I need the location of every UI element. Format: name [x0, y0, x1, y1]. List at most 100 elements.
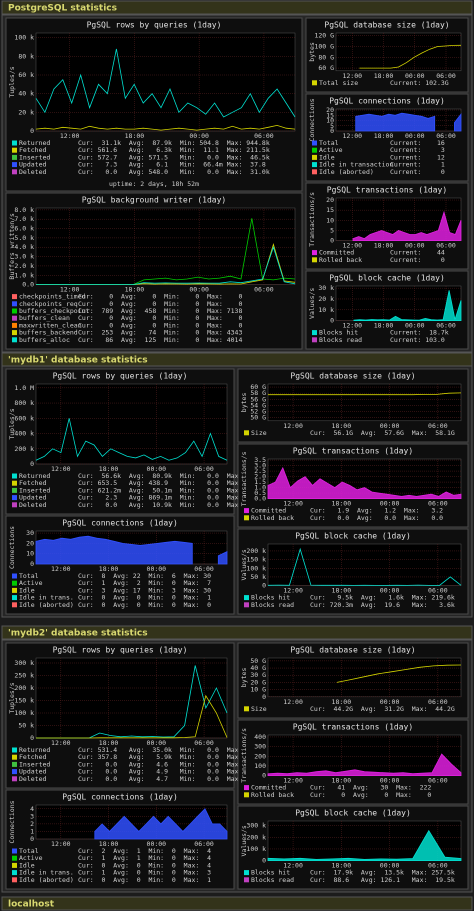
x-tick-label: 00:00	[405, 132, 425, 140]
series-line	[336, 664, 462, 683]
legend-name: Rolled back	[251, 791, 294, 799]
legend-stats: Cur: 8 Avg: 22 Min: 6 Max: 30	[78, 572, 211, 580]
y-tick-label: 250 k	[14, 672, 34, 680]
legend-swatch	[12, 580, 17, 586]
legend-name: Active	[319, 146, 343, 154]
section-header-bar	[1, 896, 473, 911]
y-tick-label: 52 G	[250, 408, 266, 416]
legend-name: checkpoints_timed	[19, 293, 86, 301]
plot-area	[267, 383, 462, 422]
legend-swatch	[244, 792, 249, 798]
panel	[305, 93, 469, 182]
legend-name: Deleted	[19, 775, 46, 783]
legend-name: Fetched	[19, 146, 46, 154]
legend-stats: Cur: 531.4 Avg: 35.0k Min: 0.0 Max: 289.…	[78, 746, 270, 754]
legend-stats: Current: 103.0	[390, 336, 445, 344]
legend-swatch	[244, 508, 249, 514]
plot-area	[35, 207, 296, 285]
y-tick-label: 2.5	[254, 467, 266, 475]
legend-stats: Cur: 0 Avg: 0 Min: 0 Max: 0	[78, 314, 242, 322]
x-tick-label: 18:00	[99, 565, 119, 573]
y-tick-label: 0	[330, 127, 334, 135]
y-axis-label: Buffers written/s	[8, 213, 16, 280]
series-area	[355, 112, 462, 132]
x-tick-label: 00:00	[405, 322, 425, 330]
panel-title: PgSQL rows by queries (1day)	[53, 646, 188, 655]
series-area	[267, 466, 462, 499]
x-tick-label: 12:00	[283, 422, 303, 430]
legend-stats: Cur: 1 Avg: 0 Min: 0 Max: 3	[78, 869, 211, 877]
x-tick-label: 18:00	[332, 500, 352, 508]
legend-stats: Cur: 0.0 Avg: 4.6 Min: 0.0 Max: 1.6k	[78, 760, 270, 768]
series-area	[35, 535, 228, 565]
y-tick-label: 5.0 k	[14, 234, 34, 242]
y-tick-label: 50 G	[250, 657, 266, 665]
y-tick-label: 200 k	[14, 684, 34, 692]
legend-name: Active	[19, 854, 43, 862]
x-tick-label: 00:00	[380, 862, 400, 870]
legend-swatch	[12, 308, 17, 314]
y-tick-label: 0	[262, 582, 266, 590]
legend-name: Committed	[319, 249, 354, 257]
y-axis-label: bytes	[240, 668, 248, 688]
legend-stats: Cur: 41 Avg: 30 Max: 222	[310, 784, 431, 792]
y-tick-label: 20	[326, 196, 334, 204]
y-tick-label: 400 k	[14, 430, 34, 438]
y-tick-label: 0	[330, 317, 334, 325]
legend-swatch	[244, 430, 249, 436]
legend-swatch	[12, 573, 17, 579]
legend-swatch	[12, 877, 17, 883]
legend-name: Idle in transaction	[319, 161, 393, 169]
x-tick-label: 06:00	[428, 777, 448, 785]
y-tick-label: 0	[330, 237, 334, 245]
panel-title: PgSQL rows by queries (1day)	[53, 372, 188, 381]
legend-name: Returned	[19, 472, 50, 480]
legend-name: Updated	[19, 494, 46, 502]
y-tick-label: 2	[30, 820, 34, 828]
legend-stats: Cur: 0.0 Avg: 0.0 Max: 0.0	[310, 514, 443, 522]
panel-title: PgSQL connections (1day)	[62, 519, 178, 528]
y-tick-label: 3.0	[254, 462, 266, 470]
legend-name: Inserted	[19, 153, 50, 161]
legend-swatch	[312, 80, 317, 86]
y-tick-label: 30 k	[318, 284, 334, 292]
y-tick-label: 8.0 k	[14, 206, 34, 214]
legend-stats: Cur: 0.0 Avg: 4.7 Min: 0.0 Max: 82.4k	[78, 775, 270, 783]
series-area	[353, 290, 462, 321]
plot-area	[335, 32, 462, 72]
series-area	[267, 753, 462, 776]
y-tick-label: 0	[262, 857, 266, 865]
legend-stats: Cur: 0 Avg: 0 Min: 0 Max: 0	[78, 601, 211, 609]
y-tick-label: 0.5	[254, 489, 266, 497]
y-tick-label: 120 G	[314, 32, 334, 40]
x-tick-label: 12:00	[283, 698, 303, 706]
legend-name: Total	[19, 572, 39, 580]
y-tick-label: 1.0 k	[14, 271, 34, 279]
legend-swatch	[12, 487, 17, 493]
x-tick-label: 06:00	[194, 840, 214, 848]
y-tick-label: 15	[326, 206, 334, 214]
legend-swatch	[12, 147, 17, 153]
y-tick-label: 100 k	[246, 845, 266, 853]
x-tick-label: 06:00	[436, 72, 456, 80]
legend-swatch	[12, 294, 17, 300]
x-tick-label: 12:00	[283, 500, 303, 508]
y-tick-label: 100 k	[246, 564, 266, 572]
legend-stats: Cur: 9.5k Avg: 1.6k Max: 219.6k	[310, 594, 455, 602]
legend-swatch	[12, 587, 17, 593]
y-tick-label: 300	[254, 743, 266, 751]
y-axis-label: Values/s	[240, 825, 248, 856]
x-tick-label: 18:00	[374, 72, 394, 80]
legend-name: Committed	[251, 784, 286, 792]
series-line	[35, 124, 296, 131]
x-tick-label: 18:00	[99, 840, 119, 848]
y-tick-label: 54 G	[250, 401, 266, 409]
legend-swatch	[12, 301, 17, 307]
legend-name: Idle	[319, 153, 335, 161]
x-tick-label: 18:00	[332, 698, 352, 706]
x-tick-label: 06:00	[428, 500, 448, 508]
legend-name: Inserted	[19, 486, 50, 494]
legend-name: Total	[19, 847, 39, 855]
legend-stats: Cur: 2.3 Avg: 869.1m Min: 0.0 Max: 10.5	[78, 494, 266, 502]
